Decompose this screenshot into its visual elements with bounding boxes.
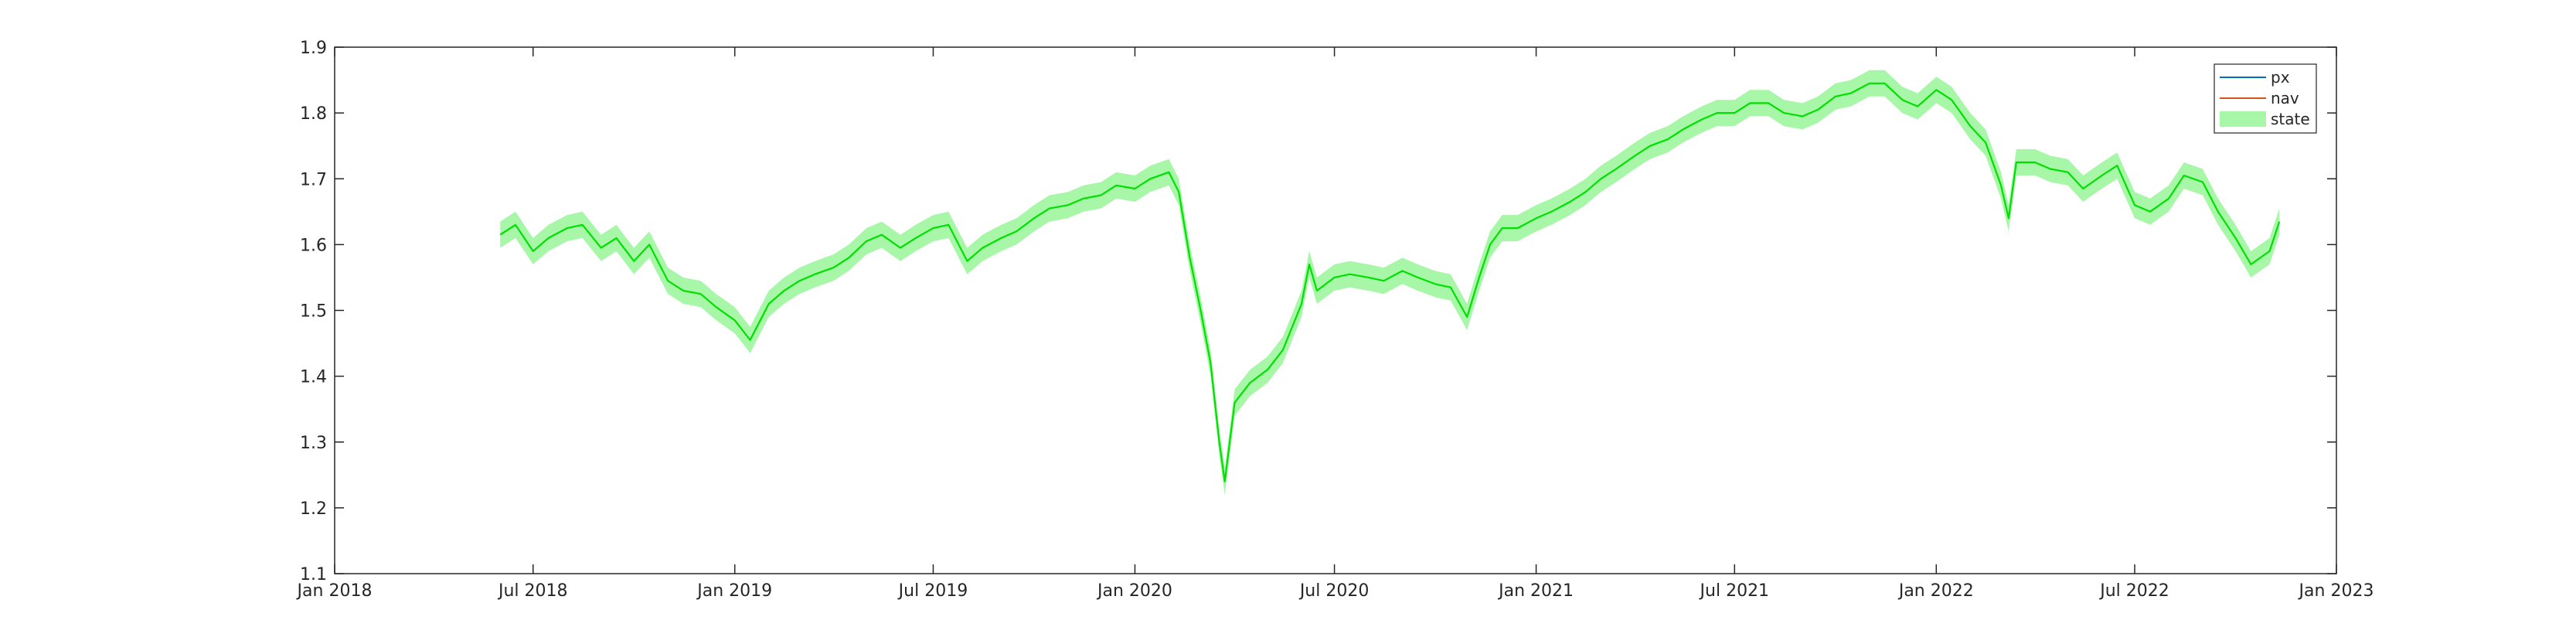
y-tick-label: 1.7 — [300, 170, 327, 189]
legend-swatch-state — [2220, 111, 2266, 127]
x-tick-label: Jul 2020 — [1298, 581, 1370, 601]
x-tick-label: Jan 2019 — [696, 581, 772, 601]
legend-label-px: px — [2271, 68, 2290, 87]
x-tick-label: Jan 2018 — [296, 581, 373, 601]
state-band-layer — [500, 70, 2280, 495]
x-tick-label: Jul 2021 — [1699, 581, 1770, 601]
series-line-layer — [499, 82, 2281, 482]
x-tick-label: Jul 2022 — [2098, 581, 2169, 601]
y-tick-label: 1.4 — [300, 368, 327, 387]
x-tick-label: Jan 2022 — [1897, 581, 1974, 601]
state-series-line — [499, 82, 2281, 482]
x-tick-label: Jan 2020 — [1096, 581, 1172, 601]
state-confidence-band — [500, 70, 2280, 495]
plot-background — [335, 47, 2336, 574]
x-tick-label: Jul 2019 — [897, 581, 968, 601]
y-tick-label: 1.6 — [300, 236, 327, 255]
legend-label-state: state — [2271, 110, 2310, 128]
y-tick-label: 1.5 — [300, 302, 327, 322]
y-tick-label: 1.2 — [300, 499, 327, 519]
y-tick-label: 1.3 — [300, 434, 327, 453]
x-tick-label: Jan 2023 — [2298, 581, 2374, 601]
plot-frame — [334, 46, 2337, 574]
axis-ticks: Jan 2018 Jul 2018 Jan 2019 Jul 2019 Jan 2020… — [296, 39, 2374, 601]
x-tick-label: Jan 2021 — [1497, 581, 1574, 601]
x-tick-label: Jul 2018 — [497, 581, 568, 601]
legend-label-nav: nav — [2271, 89, 2299, 107]
y-tick-label: 1.8 — [300, 104, 327, 124]
y-tick-label: 1.9 — [300, 39, 327, 58]
legend: px nav state — [2214, 63, 2317, 134]
y-tick-label: 1.1 — [300, 565, 327, 584]
